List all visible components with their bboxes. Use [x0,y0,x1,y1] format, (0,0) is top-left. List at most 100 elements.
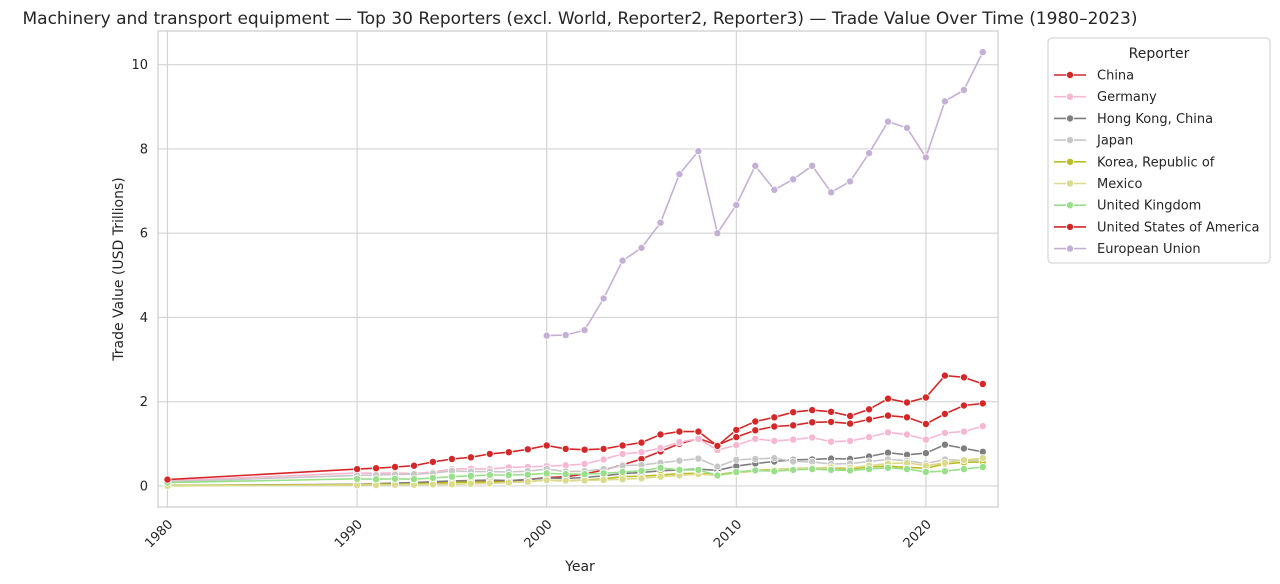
data-point [770,454,779,463]
series-united-kingdom [163,462,987,487]
series-line-european-union [546,51,984,337]
data-point [580,470,589,479]
data-point [485,470,494,479]
legend-label: United States of America [1097,220,1259,235]
data-point [713,229,722,238]
series-united-states-of-america [163,371,987,484]
data-point [656,443,665,452]
data-point [390,462,399,471]
data-point [751,434,760,443]
data-point [884,448,893,457]
data-point [694,147,703,156]
data-point [637,474,646,483]
series-group [163,48,987,490]
data-point [770,436,779,445]
data-point [732,425,741,434]
data-point [789,408,798,417]
data-point [770,467,779,476]
data-point [789,465,798,474]
data-point [523,477,532,486]
data-point [447,454,456,463]
data-point [428,473,437,482]
data-point [978,422,987,431]
x-tick-label: 2010 [711,517,745,551]
data-point [827,437,836,446]
data-point [694,434,703,443]
x-tick-label: 2000 [522,517,556,551]
legend-item: Mexico [1054,177,1142,192]
data-point [921,419,930,428]
data-point [808,406,817,415]
data-point [732,455,741,464]
data-point [884,394,893,403]
data-point [770,185,779,194]
data-point [732,433,741,442]
data-point [940,458,949,467]
legend-item: China [1054,69,1134,84]
data-point [656,218,665,227]
legend-item: Japan [1054,134,1133,149]
data-point [561,331,570,340]
y-tick-label: 0 [140,479,148,494]
data-point [618,256,627,265]
legend-marker [1066,201,1075,210]
data-point [789,457,798,466]
data-point [618,449,627,458]
data-point [846,466,855,475]
data-point [751,426,760,435]
data-point [940,440,949,449]
legend-label: Mexico [1097,177,1142,192]
data-point [770,422,779,431]
data-point [751,466,760,475]
data-point [523,470,532,479]
legend: Reporter China Germany Hong Kong, China Jap… [1047,37,1271,264]
data-point [713,462,722,471]
data-point [959,444,968,453]
data-point [978,462,987,471]
data-point [428,457,437,466]
legend-label: United Kingdom [1097,199,1201,214]
legend-marker [1066,136,1075,145]
data-point [353,465,362,474]
data-point [542,441,551,450]
data-point [770,413,779,422]
data-point [542,469,551,478]
y-axis-ticks: 0 2 4 6 8 10 [131,58,148,494]
legend-label: Hong Kong, China [1097,112,1213,127]
data-point [504,448,513,457]
data-point [865,415,874,424]
legend-marker [1066,92,1075,101]
legend-item: Germany [1054,90,1157,105]
data-point [903,398,912,407]
data-point [675,438,684,447]
data-point [466,453,475,462]
data-point [884,463,893,472]
legend-item: United Kingdom [1054,199,1201,214]
legend-label: Germany [1097,90,1157,105]
series-european-union [542,48,987,340]
data-point [751,454,760,463]
data-point [978,399,987,408]
x-tick-label: 2020 [901,517,935,551]
data-point [542,475,551,484]
data-point [485,449,494,458]
data-point [789,435,798,444]
data-point [940,97,949,106]
data-point [959,373,968,382]
data-point [959,401,968,410]
data-point [808,465,817,474]
data-point [599,444,608,453]
data-point [466,471,475,480]
data-point [675,456,684,465]
x-tick-label: 1980 [142,517,176,551]
data-point [903,465,912,474]
x-axis-label: Year [564,559,595,575]
legend-marker [1066,244,1075,253]
legend-marker [1066,179,1075,188]
data-point [637,466,646,475]
data-point [978,48,987,57]
data-point [637,243,646,252]
legend-label: European Union [1097,242,1201,257]
data-point [675,427,684,436]
